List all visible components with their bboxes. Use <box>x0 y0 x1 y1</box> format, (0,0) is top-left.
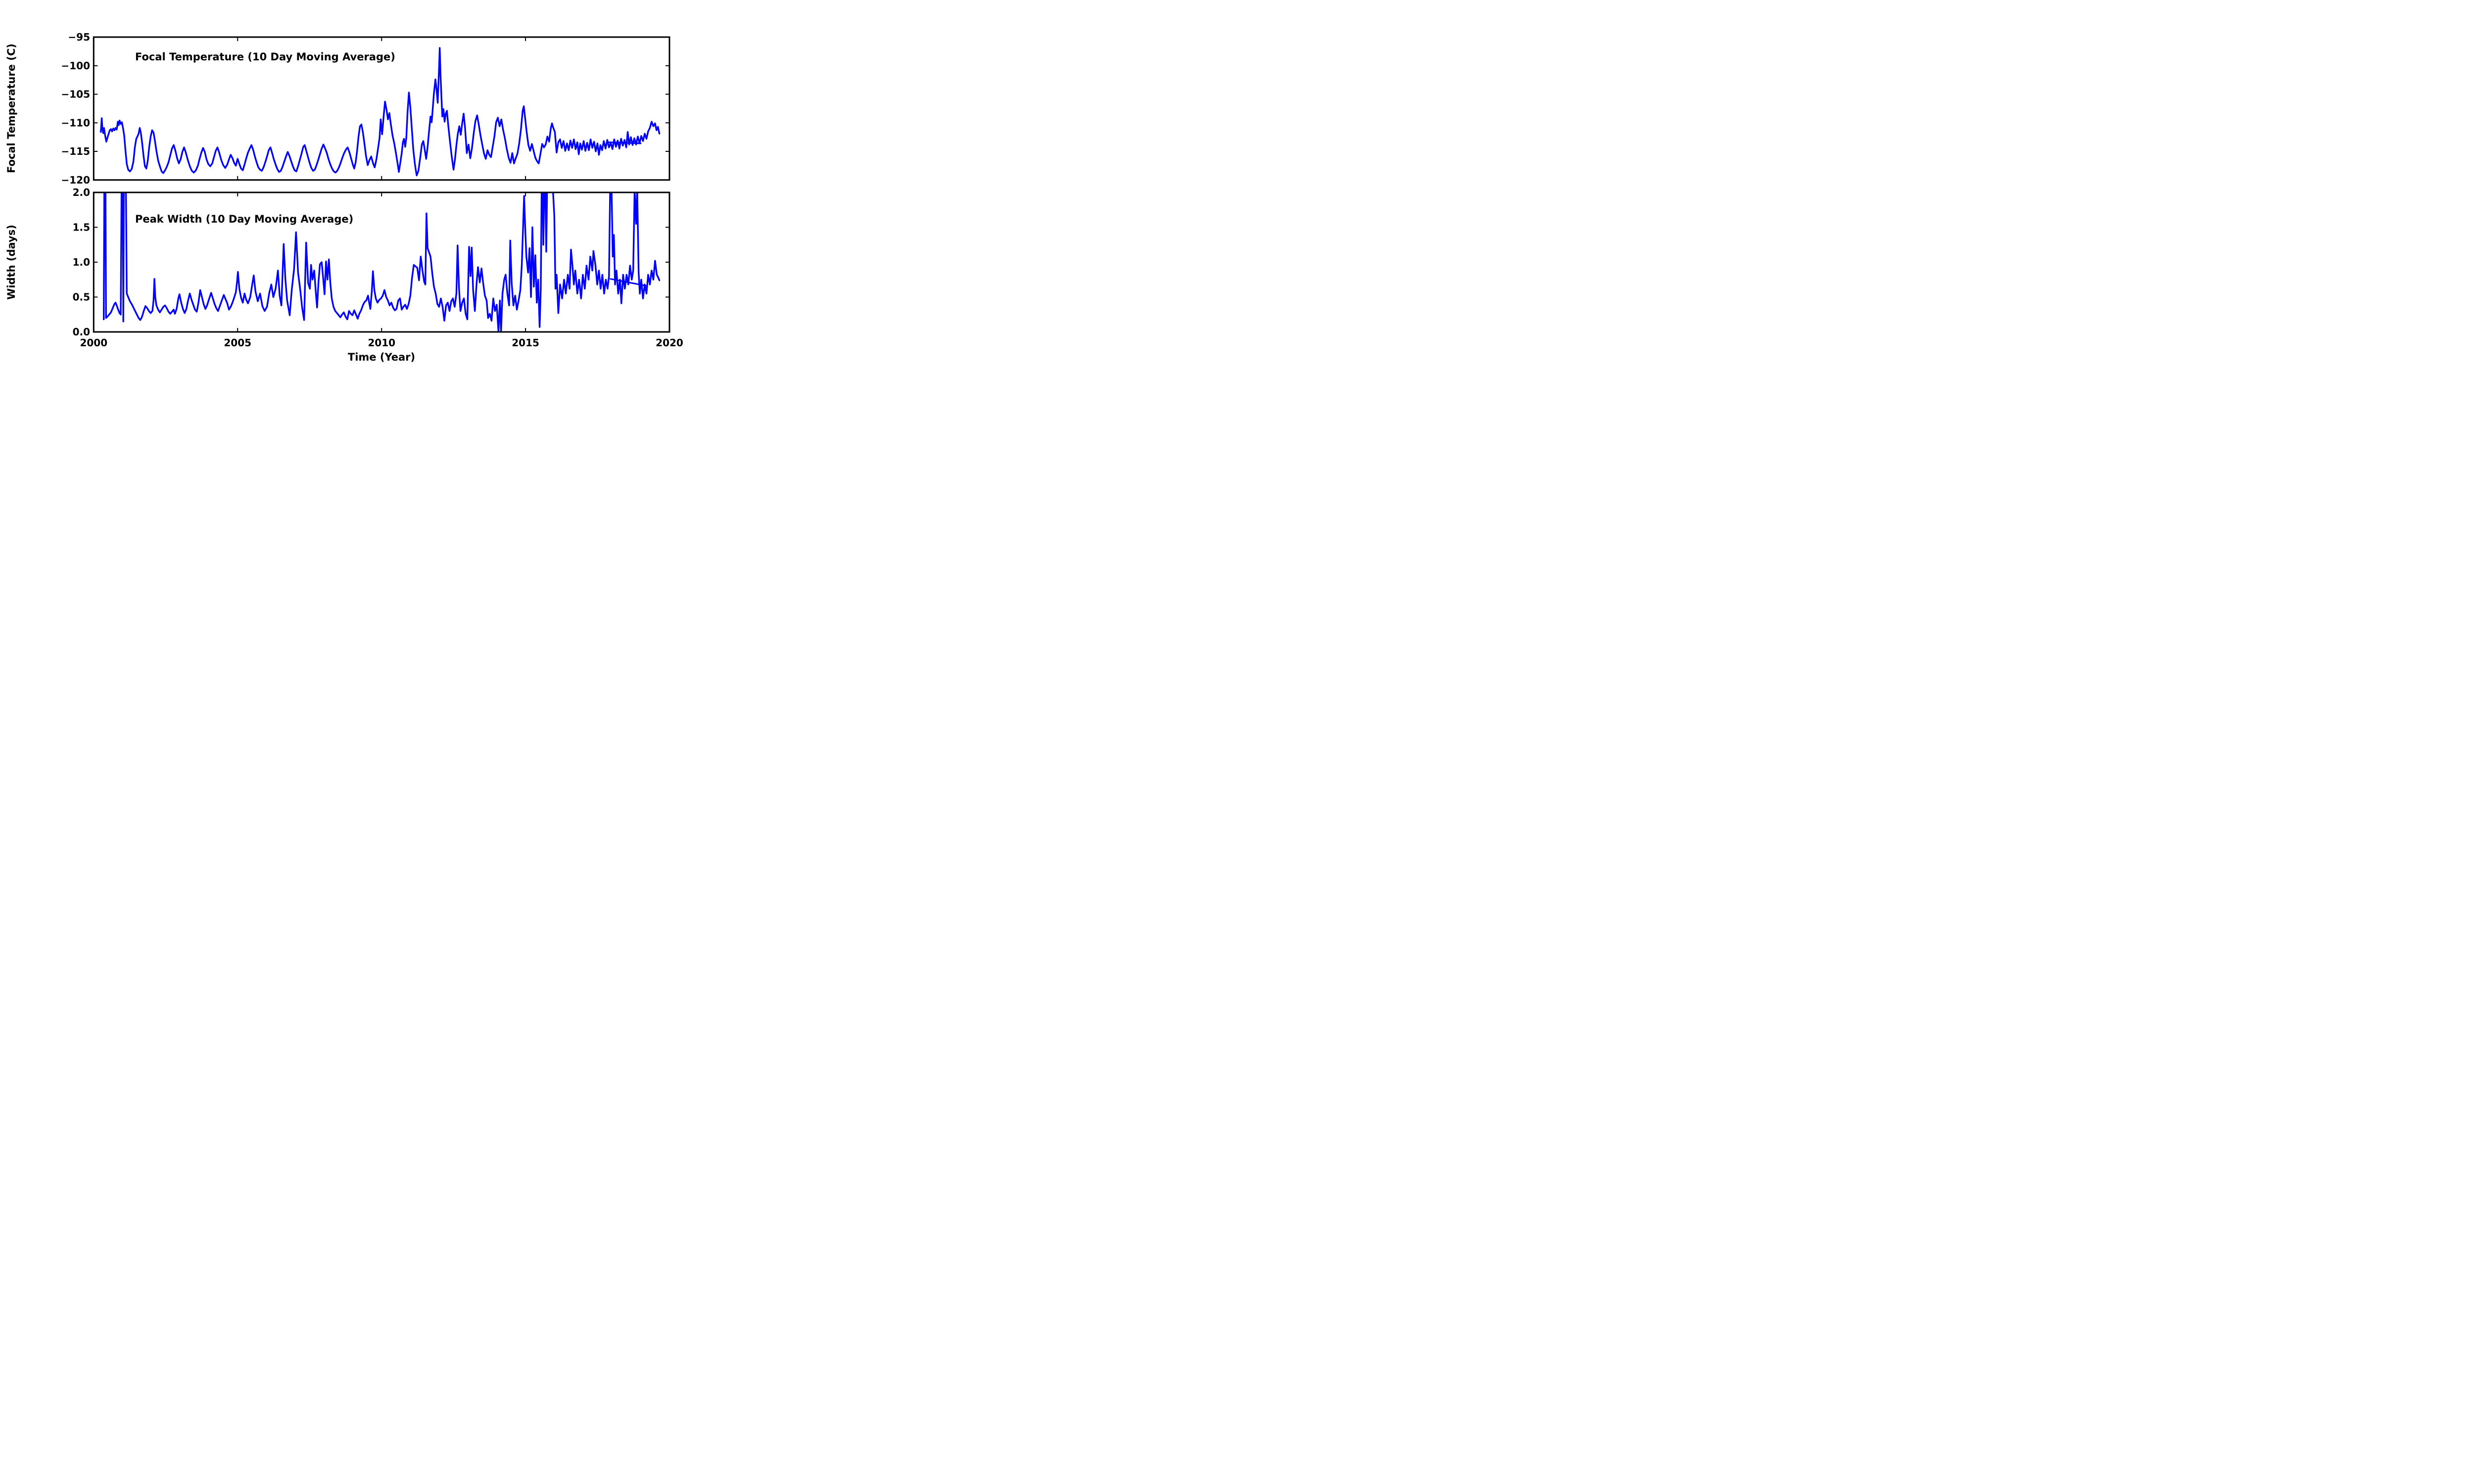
peak-width-10day-moving-average-line <box>102 192 661 332</box>
top-y-axis-label: Focal Temperature (C) <box>5 44 17 173</box>
y-tick-label: −95 <box>68 31 90 43</box>
x-tick-label: 2000 <box>80 337 107 349</box>
y-tick-label: 2.0 <box>73 186 90 198</box>
y-tick-label: −105 <box>61 89 90 100</box>
y-tick-label: −100 <box>61 60 90 72</box>
focal-temperature-10day-moving-average-gap-connector <box>608 141 642 144</box>
top-plot: −95 −100 −105 −110 −115 −120 <box>61 31 670 186</box>
top-plot-title: Focal Temperature (10 Day Moving Average… <box>135 51 395 63</box>
y-tick-label: 1.0 <box>73 256 90 268</box>
x-tick-label: 2005 <box>224 337 251 349</box>
focal-temperature-10day-moving-average-line <box>100 47 661 177</box>
y-tick-label: −110 <box>61 117 90 129</box>
x-axis-label: Time (Year) <box>348 351 415 363</box>
y-tick-label: 1.5 <box>73 222 90 233</box>
y-tick-label: −115 <box>61 145 90 157</box>
y-tick-label: 0.0 <box>73 326 90 338</box>
chart-canvas: −95 −100 −105 −110 −115 −120 2000 2005 2010 2015… <box>5 31 683 363</box>
figure: −95 −100 −105 −110 −115 −120 2000 2005 2010 2015… <box>0 0 742 371</box>
bottom-plot: 2000 2005 2010 2015 2020 2.0 1.5 1.0 0.5 0.0 <box>73 186 683 349</box>
x-tick-label: 2020 <box>656 337 683 349</box>
bottom-y-axis-label: Width (days) <box>5 225 17 300</box>
peak-width-10day-moving-average-gap-connector <box>610 278 647 287</box>
y-tick-label: 0.5 <box>73 291 90 303</box>
x-tick-label: 2010 <box>368 337 395 349</box>
bottom-plot-title: Peak Width (10 Day Moving Average) <box>135 213 353 225</box>
y-tick-label: −120 <box>61 174 90 186</box>
x-tick-label: 2015 <box>512 337 539 349</box>
